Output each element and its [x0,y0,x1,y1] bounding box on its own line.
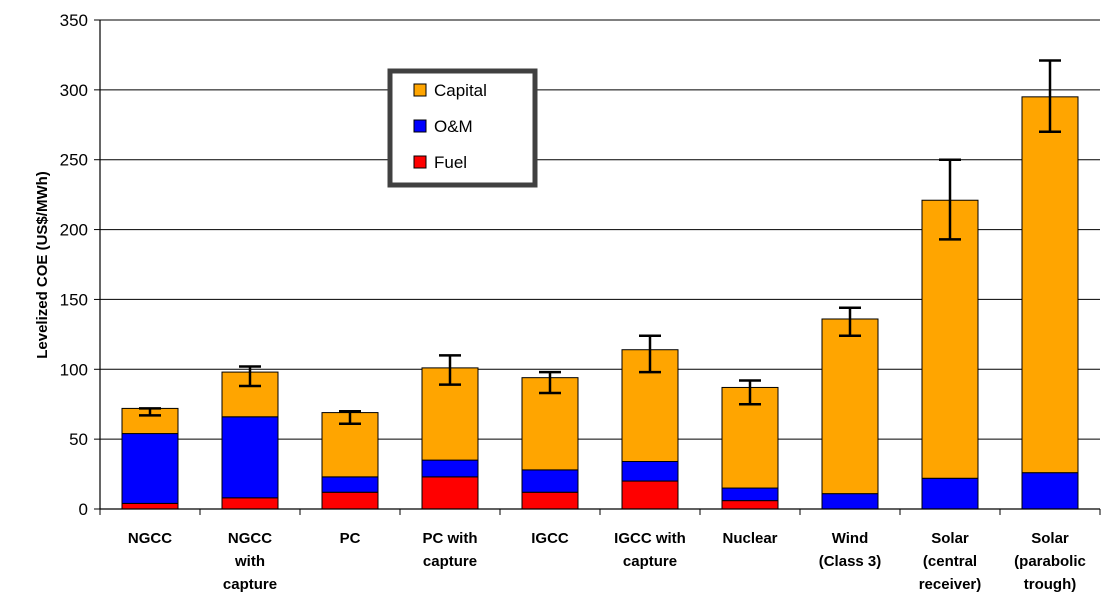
x-category-label-line: NGCC [228,530,272,547]
legend-item: Capital [413,81,487,100]
y-tick-label: 50 [69,430,88,449]
x-category-label: NGCC [128,530,172,547]
y-tick-label: 300 [60,81,88,100]
bar-om-segment [421,459,479,478]
x-category-label-line: PC [340,530,361,547]
bar-fuel-segment [121,502,179,510]
bar-om-segment [821,493,879,510]
error-bar [139,407,161,417]
error-bar [639,334,661,374]
x-category-label: PC [340,530,361,547]
error-bar [1039,59,1061,134]
legend-item: Fuel [413,153,467,172]
y-tick-label: 250 [60,151,88,170]
x-category-label-line: NGCC [128,530,172,547]
error-bars [139,59,1061,426]
x-category-label: Nuclear [722,530,777,547]
gridlines [100,19,1100,440]
x-category-label: Solar (central receiver) [919,530,982,593]
y-axis-label: Levelized COE (US$/MWh) [34,171,51,359]
bar-fuel-segment [421,476,479,510]
bar-om-segment [921,477,979,510]
axes [99,20,1100,510]
bar-capital-segment [1021,96,1079,474]
y-tick-label: 200 [60,221,88,240]
x-category-label-line: capture [623,553,677,570]
x-category-label-line: Wind [832,530,869,547]
bar-fuel-segment [221,497,279,510]
legend: Capital O&M Fuel [387,68,538,188]
bar-om-segment [1021,472,1079,510]
error-bar [539,370,561,395]
x-category-label-line: trough) [1024,576,1076,593]
legend-item: O&M [413,117,473,136]
x-category-label: NGCC with capture [223,530,277,593]
legend-label: Fuel [434,153,467,172]
legend-swatch [413,155,427,169]
y-axis-ticks: 0 50 100 150 200 250 300 350 [60,11,1101,519]
x-category-label-line: with [234,553,265,570]
x-category-label: Solar (parabolic trough) [1014,530,1086,593]
bar-om-segment [521,469,579,493]
error-bar [939,158,961,241]
legend-swatch [413,83,427,97]
x-category-label-line: capture [223,576,277,593]
x-category-label-line: (central [923,553,977,570]
legend-label: O&M [434,117,473,136]
bar-om-segment [721,487,779,502]
x-category-label-line: IGCC with [614,530,686,547]
x-category-label-line: Solar [931,530,969,547]
x-axis-labels: NGCC NGCC with capture PC PC with capture IGCC I… [128,530,1086,593]
bar-om-segment [621,460,679,482]
bar-fuel-segment [521,491,579,510]
error-bar [239,365,261,388]
x-category-label: PC with capture [423,530,478,570]
bar-fuel-segment [321,491,379,510]
error-bar [439,354,461,386]
bar-capital-segment [821,318,879,495]
x-category-label-line: Solar [1031,530,1069,547]
error-bar [839,306,861,338]
x-category-label-line: Nuclear [722,530,777,547]
bar-capital-segment [921,199,979,479]
x-category-label-line: (parabolic [1014,553,1086,570]
x-category-label-line: PC with [423,530,478,547]
x-category-label-line: capture [423,553,477,570]
y-tick-label: 100 [60,360,88,379]
bar-om-segment [321,476,379,493]
bar-fuel-segment [621,480,679,510]
legend-label: Capital [434,81,487,100]
error-bar [339,409,361,426]
error-bar [739,379,761,406]
x-category-label-line: (Class 3) [819,553,882,570]
legend-swatch [413,119,427,133]
y-tick-label: 350 [60,11,88,30]
x-category-label: Wind (Class 3) [819,530,882,570]
x-category-label: IGCC [531,530,569,547]
x-category-label: IGCC with capture [614,530,686,570]
bar-fuel-segment [721,500,779,510]
x-category-label-line: IGCC [531,530,569,547]
x-category-label-line: receiver) [919,576,982,593]
bar-om-segment [221,416,279,499]
y-tick-label: 0 [79,500,88,519]
y-tick-label: 150 [60,290,88,309]
bars [121,96,1079,510]
bar-om-segment [121,433,179,504]
